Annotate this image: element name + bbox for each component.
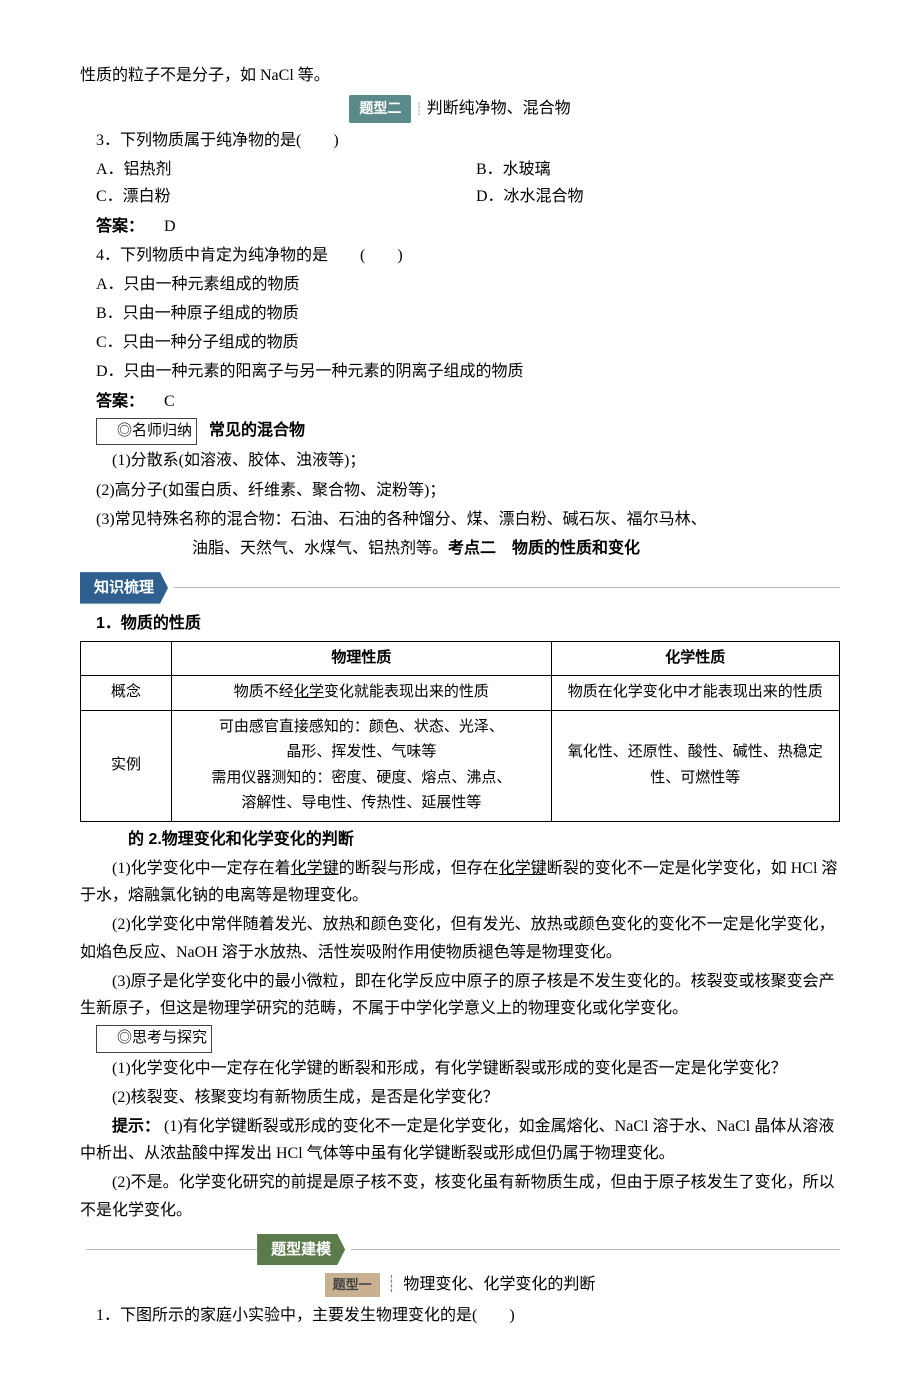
q3-stem: 3．下列物质属于纯净物的是( ) xyxy=(80,127,840,154)
q3-D: D．冰水混合物 xyxy=(460,183,840,210)
guinai-p3b: 油脂、天然气、水煤气、铝热剂等。 xyxy=(192,535,448,562)
r2c2-l3: 需用仪器测知的：密度、硬度、熔点、沸点、 xyxy=(180,766,543,792)
table-row-example: 实例 可由感官直接感知的：颜色、状态、光泽、 晶形、挥发性、气味等 需用仪器测知… xyxy=(81,710,840,821)
properties-table: 物理性质 化学性质 概念 物质不经化学变化就能表现出来的性质 物质在化学变化中才… xyxy=(80,641,840,822)
q3-ans: D xyxy=(164,218,176,235)
sikao-a1: 提示： (1)有化学键断裂或形成的变化不一定是化学变化，如金属熔化、NaCl 溶… xyxy=(80,1113,840,1167)
p1a: (1)化学变化中一定存在着 xyxy=(112,860,291,877)
part2-p1: (1)化学变化中一定存在着化学键的断裂与形成，但存在化学键断裂的变化不一定是化学… xyxy=(80,855,840,909)
zsl-line xyxy=(174,587,840,588)
r1c2: 物质不经化学变化就能表现出来的性质 xyxy=(172,676,552,711)
q3-row1: A．铝热剂 B．水玻璃 xyxy=(80,156,840,183)
q4-answer: 答案： C xyxy=(80,388,840,415)
guinai-p3b-row: 油脂、天然气、水煤气、铝热剂等。 考点二 物质的性质和变化 xyxy=(80,535,840,562)
zsl-banner: 知识梳理 xyxy=(80,572,168,604)
r2c2-l4: 溶解性、导电性、传热性、延展性等 xyxy=(180,791,543,817)
txjm-banner: 题型建模 xyxy=(257,1234,345,1266)
p1u1: 化学键 xyxy=(291,860,339,877)
q3-C: C．漂白粉 xyxy=(80,183,460,210)
p1u2: 化学键 xyxy=(499,860,547,877)
q1b-stem: 1．下图所示的家庭小实验中，主要发生物理变化的是( ) xyxy=(80,1302,840,1329)
txjm-row: 题型建模 xyxy=(80,1234,840,1266)
sikao-head: ◎思考与探究 xyxy=(80,1024,840,1053)
q3-answer: 答案： D xyxy=(80,213,840,240)
th-blank xyxy=(81,641,172,676)
sikao-box: ◎思考与探究 xyxy=(96,1025,212,1053)
sikao-a1-text: (1)有化学键断裂或形成的变化不一定是化学变化，如金属熔化、NaCl 溶于水、N… xyxy=(80,1118,834,1162)
sikao-q1: (1)化学变化中一定存在化学键的断裂和形成，有化学键断裂或形成的变化是否一定是化… xyxy=(80,1055,840,1082)
sep-icon-2: ┊ xyxy=(387,1271,397,1298)
r1c2-a: 物质不经 xyxy=(234,684,294,700)
guinai-p3a: (3)常见特殊名称的混合物：石油、石油的各种馏分、煤、漂白粉、碱石灰、福尔马林、 xyxy=(80,506,840,533)
r1c2-u: 化学 xyxy=(294,684,324,700)
kd2: 考点二 物质的性质和变化 xyxy=(448,535,640,562)
q3-B: B．水玻璃 xyxy=(460,156,840,183)
r2c2-l1: 可由感官直接感知的：颜色、状态、光泽、 xyxy=(180,715,543,741)
part2-p2: (2)化学变化中常伴随着发光、放热和颜色变化，但有发光、放热或颜色变化的变化不一… xyxy=(80,911,840,965)
sikao-q2: (2)核裂变、核聚变均有新物质生成，是否是化学变化？ xyxy=(80,1084,840,1111)
guinai-p2: (2)高分子(如蛋白质、纤维素、聚合物、淀粉等)； xyxy=(80,477,840,504)
r2c1: 实例 xyxy=(81,710,172,821)
part1-heading: 1．物质的性质 xyxy=(80,610,840,637)
type1-row: 题型一 ┊ 物理变化、化学变化的判断 xyxy=(80,1271,840,1298)
guinai-box: ◎名师归纳 xyxy=(96,418,197,446)
type2-tag: 题型二 xyxy=(349,95,411,123)
q4-ans-label: 答案： xyxy=(96,393,144,410)
txjm-line-r xyxy=(351,1249,840,1250)
sikao-a2: (2)不是。化学变化研究的前提是原子核不变，核变化虽有新物质生成，但由于原子核发… xyxy=(80,1169,840,1223)
txjm-line-l xyxy=(86,1249,257,1250)
th-chem: 化学性质 xyxy=(551,641,839,676)
q3-row2: C．漂白粉 D．冰水混合物 xyxy=(80,183,840,210)
guinai-p1: (1)分散系(如溶液、胶体、浊液等)； xyxy=(80,447,840,474)
p1b: 的断裂与形成，但存在 xyxy=(339,860,499,877)
q4-ans: C xyxy=(164,393,175,410)
q4-D: D．只由一种元素的阳离子与另一种元素的阴离子组成的物质 xyxy=(80,358,840,385)
q3-ans-label: 答案： xyxy=(96,218,144,235)
type2-row: 题型二 ┊ 判断纯净物、混合物 xyxy=(80,95,840,123)
part2-p3: (3)原子是化学变化中的最小微粒，即在化学反应中原子的原子核是不发生变化的。核裂… xyxy=(80,968,840,1022)
tip-label: 提示： xyxy=(112,1118,160,1135)
q4-C: C．只由一种分子组成的物质 xyxy=(80,329,840,356)
r2c3: 氧化性、还原性、酸性、碱性、热稳定性、可燃性等 xyxy=(551,710,839,821)
r2c2: 可由感官直接感知的：颜色、状态、光泽、 晶形、挥发性、气味等 需用仪器测知的：密… xyxy=(172,710,552,821)
zsl-row: 知识梳理 xyxy=(80,572,840,604)
part2-heading: 的 2.物理变化和化学变化的判断 xyxy=(128,826,840,853)
th-phys: 物理性质 xyxy=(172,641,552,676)
intro-line: 性质的粒子不是分子，如 NaCl 等。 xyxy=(80,62,840,89)
guinai-head: ◎名师归纳 常见的混合物 xyxy=(80,417,840,446)
q4-A: A．只由一种元素组成的物质 xyxy=(80,271,840,298)
type1-title: 物理变化、化学变化的判断 xyxy=(403,1276,595,1293)
table-header-row: 物理性质 化学性质 xyxy=(81,641,840,676)
sep-icon: ┊ xyxy=(415,102,422,116)
r1c1: 概念 xyxy=(81,676,172,711)
r2c2-l2: 晶形、挥发性、气味等 xyxy=(180,740,543,766)
q4-stem: 4．下列物质中肯定为纯净物的是 ( ) xyxy=(80,242,840,269)
table-row-concept: 概念 物质不经化学变化就能表现出来的性质 物质在化学变化中才能表现出来的性质 xyxy=(81,676,840,711)
q3-A: A．铝热剂 xyxy=(80,156,460,183)
r1c3: 物质在化学变化中才能表现出来的性质 xyxy=(551,676,839,711)
type2-title: 判断纯净物、混合物 xyxy=(427,100,571,117)
r1c2-b: 变化就能表现出来的性质 xyxy=(324,684,489,700)
guinai-title: 常见的混合物 xyxy=(209,422,305,439)
type1-tag: 题型一 xyxy=(325,1273,380,1297)
q4-B: B．只由一种原子组成的物质 xyxy=(80,300,840,327)
